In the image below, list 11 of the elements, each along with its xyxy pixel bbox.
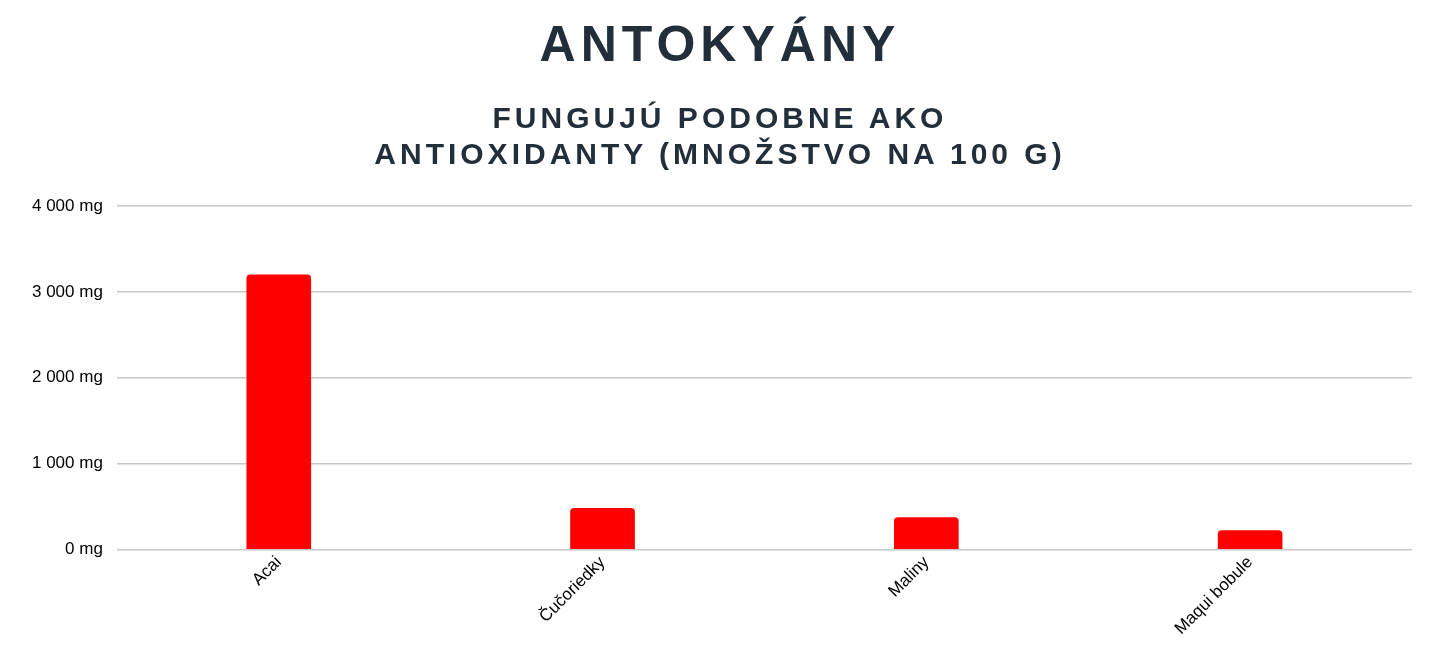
y-tick-label: 1 000 mg	[31, 453, 103, 473]
chart-subtitle: FUNGUJÚ PODOBNE AKO ANTIOXIDANTY (MNOŽSTVO NA 100 G)	[373, 100, 1067, 172]
y-tick-label: 4 000 mg	[31, 195, 103, 215]
y-tick-label: 0 mg	[65, 539, 103, 559]
y-tick-label: 3 000 mg	[31, 281, 103, 301]
chart-title: ANTOKYÁNY	[538, 15, 902, 74]
bar	[1217, 530, 1283, 549]
bar	[894, 517, 959, 549]
y-tick-label: 2 000 mg	[31, 367, 103, 387]
bar	[246, 274, 312, 549]
bar	[570, 507, 635, 549]
